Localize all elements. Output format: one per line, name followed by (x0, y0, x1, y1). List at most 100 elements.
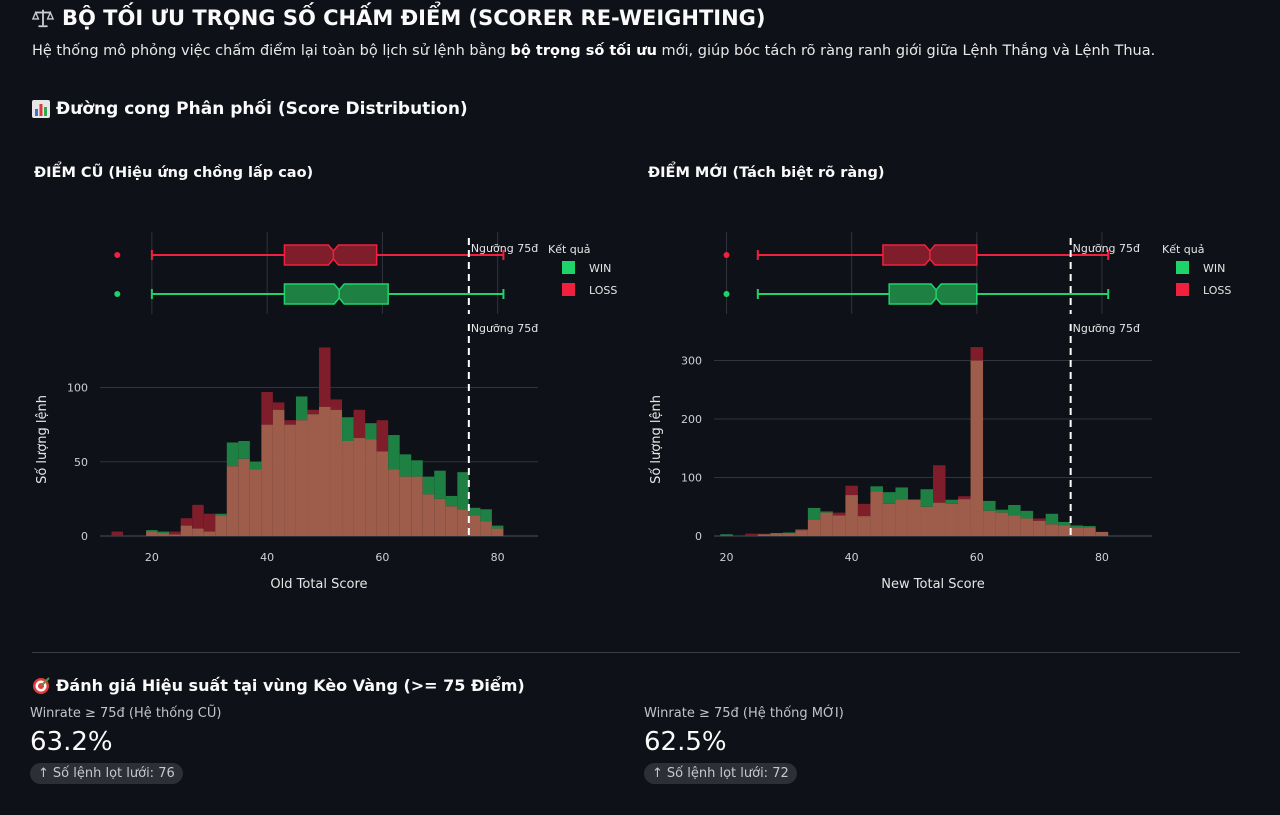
bar-overlap (882, 503, 896, 536)
bar-overlap (1083, 527, 1096, 536)
arrow-up-icon: ↑ (38, 766, 49, 781)
metric-value: 62.5% (644, 727, 727, 757)
bar-win (146, 530, 158, 532)
x-tick-label: 80 (1095, 551, 1109, 564)
bar-overlap (1095, 531, 1109, 536)
bar-loss (330, 399, 343, 410)
box-win (283, 283, 389, 305)
bar-win (249, 461, 262, 470)
bar-loss (261, 391, 273, 425)
bar-overlap (261, 424, 273, 536)
bar-loss (857, 503, 871, 517)
bar-win (226, 442, 239, 467)
x-axis-label: Old Total Score (270, 577, 367, 592)
y-tick-label: 100 (681, 472, 702, 485)
bar-loss (272, 402, 285, 410)
legend-swatch-loss (562, 283, 575, 296)
bar-chart-icon (32, 100, 50, 118)
bar-overlap (146, 531, 158, 536)
legend-label: LOSS (1203, 284, 1231, 297)
x-tick-label: 60 (970, 551, 984, 564)
bar-win (995, 509, 1009, 513)
metric-value: 63.2% (30, 727, 113, 757)
bar-overlap (795, 530, 808, 536)
bar-overlap (468, 515, 481, 536)
bar-overlap (330, 409, 343, 536)
bar-overlap (295, 420, 308, 536)
page-description: Hệ thống mô phỏng việc chấm điểm lại toà… (32, 43, 1155, 59)
bar-loss (907, 499, 921, 500)
metric-label: Winrate ≥ 75đ (Hệ thống CŨ) (30, 706, 222, 721)
new-score-chart-title: ĐIỂM MỚI (Tách biệt rõ ràng) (648, 165, 885, 181)
legend-swatch-loss (1176, 283, 1189, 296)
threshold-label: Ngưỡng 75đ (1073, 322, 1140, 335)
bar-overlap (782, 533, 796, 536)
bar-overlap (995, 512, 1009, 536)
y-axis-label: Số lượng lệnh (35, 395, 50, 484)
threshold-label: Ngưỡng 75đ (1073, 242, 1140, 255)
bar-overlap (342, 440, 354, 536)
bar-win (945, 499, 959, 504)
bar-overlap (319, 406, 331, 536)
bar-win (820, 511, 833, 513)
legend-title: Kết quả (1162, 243, 1205, 256)
x-tick-label: 40 (845, 551, 859, 564)
bar-overlap (958, 499, 971, 536)
bar-win (895, 487, 908, 500)
bar-overlap (1033, 520, 1046, 536)
bar-win (468, 507, 481, 516)
bar-win (1008, 505, 1021, 516)
metric-old-winrate: Winrate ≥ 75đ (Hệ thống CŨ) 63.2% ↑ Số lệ… (30, 706, 221, 784)
outlier-point (723, 252, 730, 258)
new-score-chart: 0 100 200 300 20 40 60 80 New Total Score Số lượn… (649, 232, 1231, 592)
page-title-text: BỘ TỐI ƯU TRỌNG SỐ CHẤM ĐIỂM (SCORER RE-… (62, 6, 766, 30)
bar-win (342, 417, 354, 441)
bar-win (807, 507, 821, 520)
box-win (888, 283, 978, 305)
bar-loss (192, 504, 204, 529)
bar-overlap (907, 499, 921, 536)
y-tick-label: 50 (74, 456, 88, 469)
bar-win (1020, 510, 1034, 519)
bar-win (238, 440, 250, 459)
bar-overlap (895, 499, 908, 536)
bar-win (480, 509, 492, 522)
bar-overlap (1070, 527, 1084, 536)
y-tick-label: 300 (681, 355, 702, 368)
bar-overlap (933, 502, 946, 536)
bar-overlap (169, 534, 181, 536)
bar-loss (933, 465, 946, 503)
bar-win (411, 460, 423, 477)
metric-label: Winrate ≥ 75đ (Hệ thống MỚI) (644, 706, 844, 721)
page-title: BỘ TỐI ƯU TRỌNG SỐ CHẤM ĐIỂM (SCORER RE-… (32, 6, 766, 30)
box-loss (283, 244, 378, 266)
bar-overlap (491, 528, 504, 536)
description-text-start: Hệ thống mô phỏng việc chấm điểm lại toà… (32, 43, 511, 59)
bar-overlap (920, 506, 933, 536)
bar-win (720, 534, 733, 536)
bar-win (1058, 521, 1071, 526)
bar-overlap (203, 531, 216, 536)
bar-win (457, 472, 469, 510)
performance-heading: Đánh giá Hiệu suất tại vùng Kèo Vàng (>=… (32, 676, 525, 695)
y-axis-label: Số lượng lệnh (649, 395, 664, 484)
legend-swatch-win (562, 261, 575, 274)
x-axis-label: New Total Score (881, 577, 984, 592)
legend-label: LOSS (589, 284, 617, 297)
bar-overlap (970, 360, 984, 536)
metric-delta-text: Số lệnh lọt lưới: 76 (52, 766, 175, 781)
bar-loss (795, 528, 808, 531)
bar-win (1083, 526, 1096, 528)
bar-overlap (272, 409, 285, 536)
old-score-chart: 0 50 100 20 40 60 80 Old Total Score Số lượng lệ… (35, 232, 617, 592)
bar-overlap (457, 509, 469, 536)
bar-overlap (480, 521, 492, 536)
bar-overlap (226, 466, 239, 536)
bar-overlap (983, 510, 996, 536)
bar-overlap (945, 503, 959, 536)
distribution-heading: Đường cong Phân phối (Score Distribution… (32, 99, 468, 119)
bar-win (920, 489, 933, 507)
bar-loss (180, 518, 193, 526)
outlier-point (114, 252, 121, 258)
bar-win (1045, 513, 1059, 525)
